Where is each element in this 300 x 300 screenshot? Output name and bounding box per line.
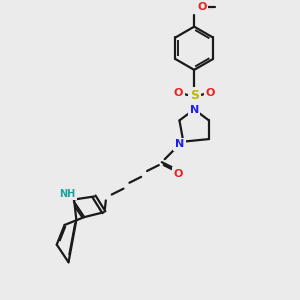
Text: O: O — [174, 88, 183, 98]
Text: O: O — [205, 88, 214, 98]
Text: N: N — [190, 105, 199, 115]
Text: O: O — [197, 2, 207, 12]
Text: S: S — [190, 89, 199, 102]
Text: O: O — [174, 169, 183, 179]
Text: NH: NH — [59, 189, 76, 199]
Text: N: N — [175, 140, 184, 149]
